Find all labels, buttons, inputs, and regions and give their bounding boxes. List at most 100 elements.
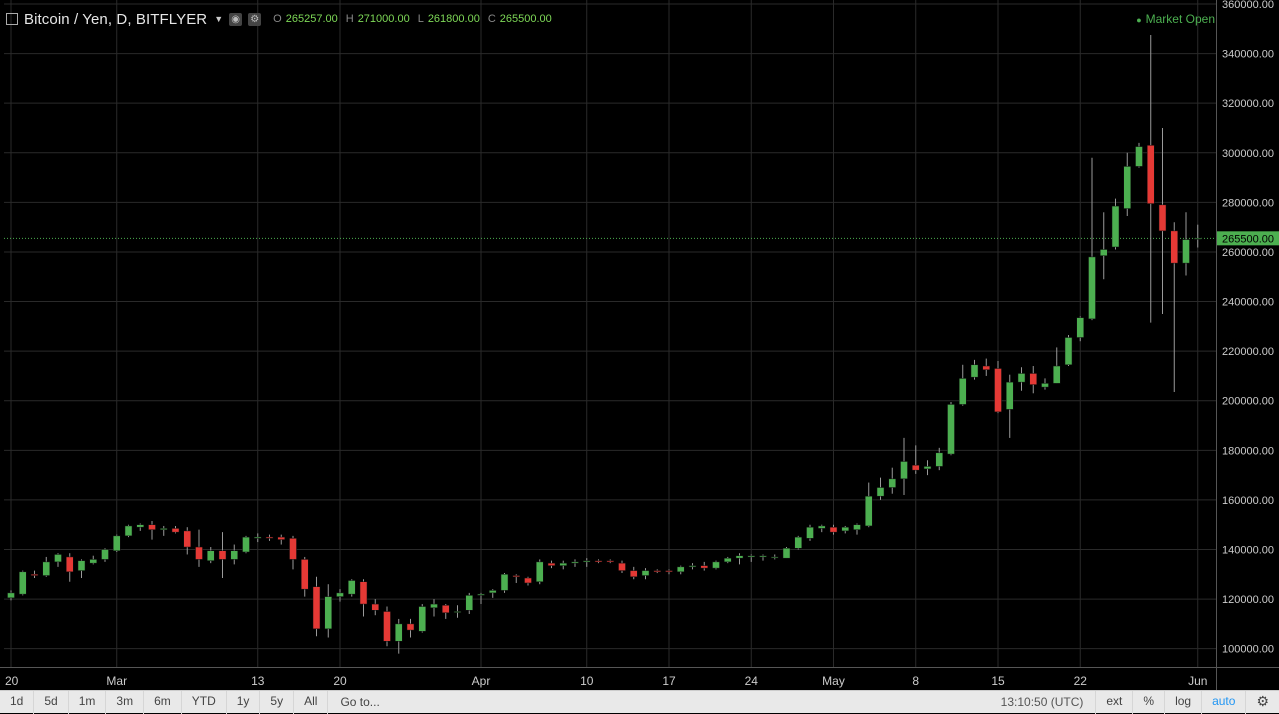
- candle-body[interactable]: [771, 556, 779, 559]
- candle-body[interactable]: [136, 524, 144, 528]
- goto-button[interactable]: Go to...: [340, 695, 380, 709]
- candle-body[interactable]: [348, 580, 356, 595]
- candle-body[interactable]: [453, 611, 462, 613]
- candle-body[interactable]: [571, 561, 579, 564]
- candle-body[interactable]: [265, 536, 274, 539]
- candle-body[interactable]: [289, 538, 297, 560]
- candle-body[interactable]: [606, 560, 614, 563]
- candle-body[interactable]: [700, 565, 708, 569]
- candle-body[interactable]: [994, 368, 1002, 413]
- auto-toggle[interactable]: auto: [1201, 690, 1245, 714]
- candle-body[interactable]: [489, 590, 497, 594]
- candle-body[interactable]: [324, 596, 332, 630]
- candle-body[interactable]: [395, 623, 403, 642]
- candle-body[interactable]: [230, 550, 238, 560]
- candle-body[interactable]: [982, 365, 990, 370]
- range-1m[interactable]: 1m: [69, 690, 107, 714]
- range-ytd[interactable]: YTD: [182, 690, 227, 714]
- chart-area[interactable]: 100000.00 120000.00 140000.00 160000.00 1800…: [0, 0, 1279, 690]
- candle-body[interactable]: [1147, 145, 1155, 204]
- candle-body[interactable]: [888, 478, 896, 488]
- candle-body[interactable]: [359, 581, 368, 605]
- candle-body[interactable]: [865, 495, 873, 527]
- candle-body[interactable]: [218, 550, 227, 560]
- candle-body[interactable]: [806, 526, 814, 539]
- ext-toggle[interactable]: ext: [1095, 690, 1132, 714]
- candle-body[interactable]: [242, 536, 250, 553]
- candle-body[interactable]: [277, 536, 285, 540]
- candle-body[interactable]: [583, 560, 591, 563]
- range-1y[interactable]: 1y: [227, 690, 261, 714]
- candle-body[interactable]: [1017, 373, 1026, 383]
- candle-body[interactable]: [465, 595, 473, 611]
- settings-icon[interactable]: ⚙: [248, 12, 262, 26]
- candle-body[interactable]: [1041, 383, 1049, 388]
- candle-body[interactable]: [1194, 238, 1202, 240]
- candle-body[interactable]: [312, 586, 321, 630]
- range-3m[interactable]: 3m: [106, 690, 145, 714]
- candle-body[interactable]: [970, 364, 979, 378]
- candle-body[interactable]: [430, 603, 438, 609]
- candle-body[interactable]: [207, 550, 215, 561]
- candle-body[interactable]: [712, 561, 720, 569]
- candle-body[interactable]: [406, 623, 415, 631]
- candle-body[interactable]: [477, 593, 485, 596]
- candle-body[interactable]: [1100, 249, 1108, 256]
- percent-toggle[interactable]: %: [1132, 690, 1164, 714]
- candle-body[interactable]: [547, 562, 556, 566]
- candle-body[interactable]: [829, 526, 838, 533]
- range-6m[interactable]: 6m: [144, 690, 182, 714]
- visibility-icon[interactable]: ◉: [229, 12, 243, 26]
- candle-body[interactable]: [559, 562, 567, 566]
- candle-body[interactable]: [724, 557, 732, 563]
- candle-body[interactable]: [171, 528, 180, 533]
- candle-body[interactable]: [1088, 256, 1096, 320]
- candle-body[interactable]: [124, 525, 133, 537]
- candle-body[interactable]: [618, 562, 626, 571]
- candle-body[interactable]: [947, 404, 955, 455]
- candle-body[interactable]: [630, 570, 638, 578]
- candle-body[interactable]: [594, 560, 603, 563]
- candle-body[interactable]: [1182, 239, 1190, 264]
- candle-body[interactable]: [935, 452, 943, 467]
- candle-body[interactable]: [536, 561, 544, 582]
- candle-body[interactable]: [653, 570, 661, 573]
- candle-body[interactable]: [54, 554, 62, 563]
- candle-body[interactable]: [418, 606, 426, 632]
- range-all[interactable]: All: [294, 690, 329, 714]
- candle-body[interactable]: [677, 566, 685, 573]
- candle-body[interactable]: [254, 536, 262, 539]
- candle-body[interactable]: [1111, 205, 1120, 248]
- candle-body[interactable]: [195, 546, 203, 560]
- candle-body[interactable]: [336, 592, 344, 597]
- candle-body[interactable]: [794, 536, 802, 549]
- candle-body[interactable]: [42, 561, 50, 576]
- candle-body[interactable]: [77, 560, 86, 571]
- candle-body[interactable]: [89, 559, 97, 564]
- candle-body[interactable]: [641, 570, 650, 576]
- candle-body[interactable]: [959, 378, 967, 405]
- candle-body[interactable]: [912, 464, 920, 471]
- candle-body[interactable]: [500, 574, 509, 591]
- range-5d[interactable]: 5d: [34, 690, 69, 714]
- collapse-icon[interactable]: [6, 13, 18, 25]
- candle-body[interactable]: [1170, 230, 1178, 264]
- candle-body[interactable]: [301, 559, 309, 590]
- range-1d[interactable]: 1d: [0, 690, 35, 714]
- caret-down-icon[interactable]: ▼: [214, 14, 224, 24]
- candle-body[interactable]: [148, 524, 156, 530]
- candle-body[interactable]: [113, 535, 121, 551]
- candle-body[interactable]: [1029, 373, 1037, 385]
- candle-body[interactable]: [665, 570, 673, 573]
- candle-body[interactable]: [841, 526, 849, 532]
- candle-body[interactable]: [371, 603, 379, 611]
- candle-body[interactable]: [442, 605, 450, 613]
- gear-icon[interactable]: ⚙: [1245, 690, 1279, 714]
- candle-body[interactable]: [853, 524, 861, 530]
- range-5y[interactable]: 5y: [260, 690, 295, 714]
- candle-body[interactable]: [66, 556, 74, 573]
- utc-time[interactable]: 13:10:50 (UTC): [1000, 695, 1084, 709]
- candle-body[interactable]: [512, 575, 520, 578]
- candle-body[interactable]: [183, 530, 191, 548]
- log-toggle[interactable]: log: [1164, 690, 1201, 714]
